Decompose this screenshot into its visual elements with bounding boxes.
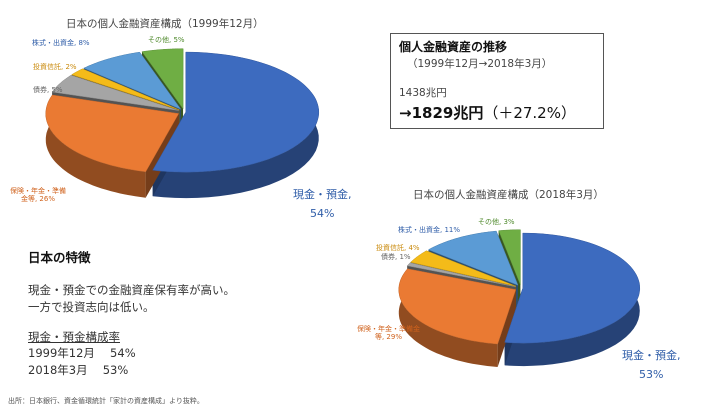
slice-label-cash-2018-name: 現金・預金,: [622, 349, 681, 362]
pie0-slice-other: [141, 48, 184, 110]
pie-chart-1999-svg: [45, 48, 320, 199]
slice-label-cash-1999-pct: 54%: [310, 206, 335, 220]
slice-label-insurance-1999-line1: 保険・年金・準備: [10, 187, 66, 195]
asset-before: 1438兆円: [399, 87, 447, 99]
pie0-slice-bonds: [51, 74, 179, 111]
pie1-slice-other: [498, 229, 521, 285]
pie0-slice-insurance: [45, 94, 180, 172]
chart-title-1999: 日本の個人金融資産構成（1999年12月）: [66, 18, 264, 30]
slice-label-trust-2018: 投資信託, 4%: [376, 244, 420, 252]
asset-after: →1829兆円（＋27.2%）: [399, 102, 595, 123]
slice-label-trust-1999: 投資信託, 2%: [33, 63, 77, 71]
features-title: 日本の特徴: [28, 250, 91, 265]
slice-label-insurance-2018: 保険・年金・準備金 等, 29%: [357, 325, 420, 341]
asset-after-value: →1829兆円: [399, 104, 484, 122]
asset-change: （＋27.2%）: [483, 104, 576, 122]
pie0-slice-cash: [152, 51, 320, 173]
features-line1: 現金・預金での金融資産保有率が高い。: [28, 283, 235, 297]
slice-label-insurance-1999: 保険・年金・準備 金等, 26%: [10, 187, 66, 203]
japan-features: 日本の特徴 現金・預金での金融資産保有率が高い。 一方で投資志向は低い。 現金・…: [28, 247, 348, 379]
asset-trend-period: （1999年12月→2018年3月）: [407, 58, 553, 70]
pie1-slice-side-insurance: [398, 268, 498, 367]
slice-label-cash-1999: 現金・預金, 54%: [293, 186, 352, 223]
slice-label-insurance-2018-line2: 等, 29%: [374, 333, 402, 342]
features-description: 現金・預金での金融資産保有率が高い。 一方で投資志向は低い。: [28, 282, 348, 315]
slice-label-stocks-2018: 株式・出資金, 11%: [398, 226, 461, 234]
pie1-slice-cash: [504, 232, 641, 344]
composition-row-1999: 1999年12月 54%: [28, 346, 136, 361]
pie0-slice-trust: [71, 68, 180, 111]
slice-label-other-1999: その他, 5%: [148, 36, 185, 44]
slice-label-bonds-2018: 債券, 1%: [381, 253, 411, 261]
pie0-slice-stocks: [83, 51, 182, 110]
pie0-slice-side-insurance: [45, 95, 146, 198]
slice-label-insurance-2018-line1: 保険・年金・準備金: [357, 325, 420, 333]
features-line2: 一方で投資志向は低い。: [28, 299, 155, 314]
slice-label-cash-2018-pct: 53%: [639, 367, 664, 381]
slice-label-cash-1999-name: 現金・預金,: [293, 188, 352, 201]
pie-chart-1999: [0, 0, 360, 240]
chart-title-2018: 日本の個人金融資産構成（2018年3月）: [413, 189, 604, 201]
slice-label-bonds-1999: 債券, 5%: [33, 86, 63, 94]
slice-label-stocks-1999: 株式・出資金, 8%: [32, 39, 90, 47]
pie1-slice-trust: [410, 250, 517, 287]
slice-label-cash-2018: 現金・預金, 53%: [622, 347, 681, 384]
asset-trend-box: 個人金融資産の推移 （1999年12月→2018年3月） 1438兆円 →182…: [390, 33, 604, 129]
pie1-slice-stocks: [427, 230, 519, 286]
pie1-slice-insurance: [398, 268, 517, 345]
slice-label-other-2018: その他, 3%: [478, 218, 515, 226]
slice-label-insurance-1999-line2: 金等, 26%: [20, 195, 55, 204]
asset-trend-heading: 個人金融資産の推移: [399, 40, 508, 54]
composition-row-2018: 2018年3月 53%: [28, 363, 129, 378]
pie1-slice-bonds: [407, 262, 516, 287]
source-note: 出所：日本銀行、資金循環統計「家計の資産構成」より抜粋。: [8, 397, 204, 405]
composition-title: 現金・預金構成率: [28, 330, 120, 345]
